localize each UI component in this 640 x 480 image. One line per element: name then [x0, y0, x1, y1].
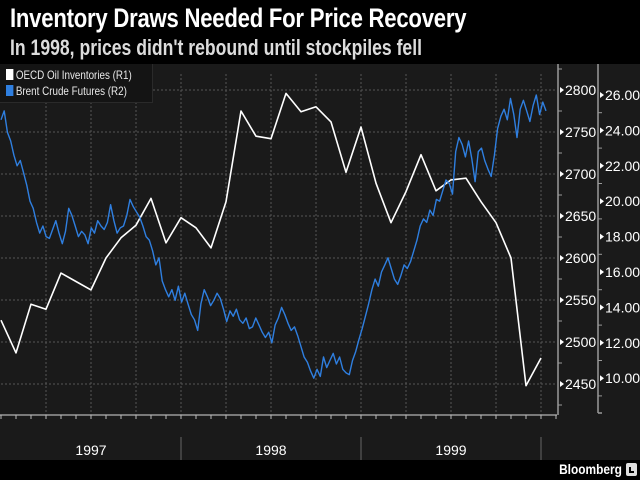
r1-tick-marker [560, 339, 564, 345]
r2-tick-marker [600, 162, 604, 169]
r1-tick-label: 2800 [565, 82, 596, 98]
bloomberg-chart-icon [626, 463, 637, 476]
r1-tick-marker [560, 213, 564, 219]
r2-tick-label: 16.00 [605, 264, 640, 280]
r2-tick-label: 12.00 [605, 335, 640, 351]
legend-item-brent: Brent Crude Futures (R2) [6, 84, 127, 98]
r2-tick-marker [600, 233, 604, 240]
r1-tick-label: 2550 [565, 292, 596, 308]
r2-tick-label: 24.00 [605, 122, 640, 138]
x-axis: 1997 1998 1999 [0, 414, 557, 460]
r2-tick-marker [600, 304, 604, 311]
r2-tick-label: 10.00 [605, 370, 640, 386]
r2-tick-marker [600, 198, 604, 205]
r2-tick-label: 26.00 [605, 87, 640, 103]
r1-tick-label: 2700 [565, 166, 596, 182]
r2-tick-label: 20.00 [605, 193, 640, 209]
series-line-brent-crude [0, 94, 547, 379]
footer-bar [0, 460, 640, 480]
legend-swatch-oecd [6, 69, 14, 80]
x-tick-label: 1997 [75, 442, 106, 458]
r2-tick-marker [600, 92, 604, 98]
y-axis-r1: 2450 2500 2550 2600 2650 2700 2750 2800 [557, 64, 596, 415]
r1-tick-label: 2450 [565, 376, 596, 392]
chart-title: Inventory Draws Needed For Price Recover… [10, 3, 467, 33]
r2-tick-label: 22.00 [605, 158, 640, 174]
y-axis-r2: 10.00 12.00 14.00 16.00 18.00 20.00 22.00 24.00… [597, 64, 640, 414]
r2-tick-label: 14.00 [605, 299, 640, 315]
chart-subtitle: In 1998, prices didn't rebound until sto… [10, 35, 423, 60]
series-group [0, 92, 547, 387]
r1-tick-marker [560, 255, 564, 261]
x-tick-label: 1998 [255, 442, 286, 458]
bloomberg-logo: Bloomberg [559, 461, 622, 477]
r1-tick-marker [560, 381, 564, 387]
r2-tick-marker [600, 269, 604, 275]
r1-tick-label: 2750 [565, 124, 596, 140]
r1-tick-marker [560, 297, 564, 303]
chart-area [0, 64, 640, 460]
r1-tick-marker [560, 129, 564, 135]
legend-label-brent: Brent Crude Futures (R2) [15, 84, 127, 98]
legend: OECD Oil Inventories (R1) Brent Crude Fu… [0, 64, 153, 103]
legend-item-oecd: OECD Oil Inventories (R1) [6, 68, 132, 82]
r1-tick-marker [560, 87, 564, 93]
r1-tick-label: 2650 [565, 208, 596, 224]
r1-tick-label: 2500 [565, 334, 596, 350]
legend-label-oecd: OECD Oil Inventories (R1) [15, 68, 132, 82]
legend-swatch-brent [6, 85, 14, 96]
r1-tick-label: 2600 [565, 250, 596, 266]
r1-tick-marker [560, 171, 564, 177]
r2-tick-label: 18.00 [605, 229, 640, 245]
x-tick-label: 1999 [435, 442, 466, 458]
r2-tick-marker [600, 127, 604, 134]
r2-tick-marker [600, 375, 604, 382]
grid [1, 74, 557, 415]
r2-tick-marker [600, 339, 604, 346]
